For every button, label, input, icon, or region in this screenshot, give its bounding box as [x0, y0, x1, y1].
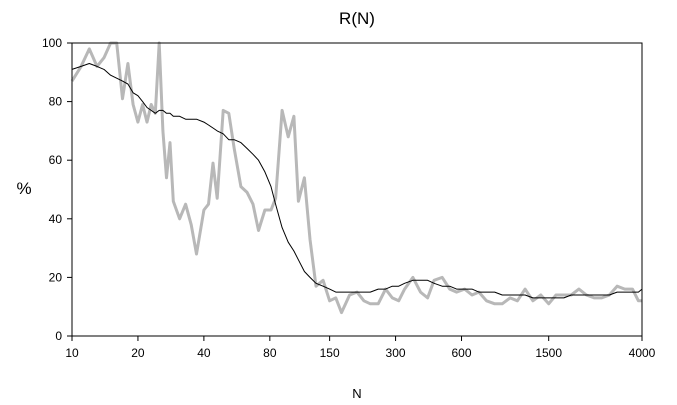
y-tick-label: 80: [49, 95, 63, 109]
y-axis-label: %: [16, 179, 31, 198]
x-tick-label: 1500: [535, 346, 562, 360]
y-tick-label: 0: [55, 329, 62, 343]
y-tick-label: 40: [49, 212, 63, 226]
x-axis: 10 20 40 80 150 300 600 1500 4000: [65, 336, 656, 360]
y-tick-label: 100: [42, 36, 62, 50]
x-axis-label: N: [352, 386, 361, 401]
raw-series-line: [70, 41, 642, 315]
y-axis: 0 20 40 60 80 100: [42, 36, 72, 343]
x-tick-label: 4000: [629, 346, 656, 360]
x-tick-label: 150: [320, 346, 340, 360]
x-tick-label: 10: [65, 346, 79, 360]
plot-frame: [71, 42, 643, 337]
x-tick-label: 300: [386, 346, 406, 360]
x-tick-label: 80: [263, 346, 277, 360]
chart-title: R(N): [339, 9, 375, 28]
x-tick-label: 40: [197, 346, 211, 360]
y-tick-label: 20: [49, 270, 63, 284]
x-tick-label: 20: [131, 346, 145, 360]
series-layer: [70, 41, 643, 315]
smoothed-series-line: [71, 63, 643, 299]
x-tick-label: 600: [452, 346, 472, 360]
y-tick-label: 60: [49, 153, 63, 167]
